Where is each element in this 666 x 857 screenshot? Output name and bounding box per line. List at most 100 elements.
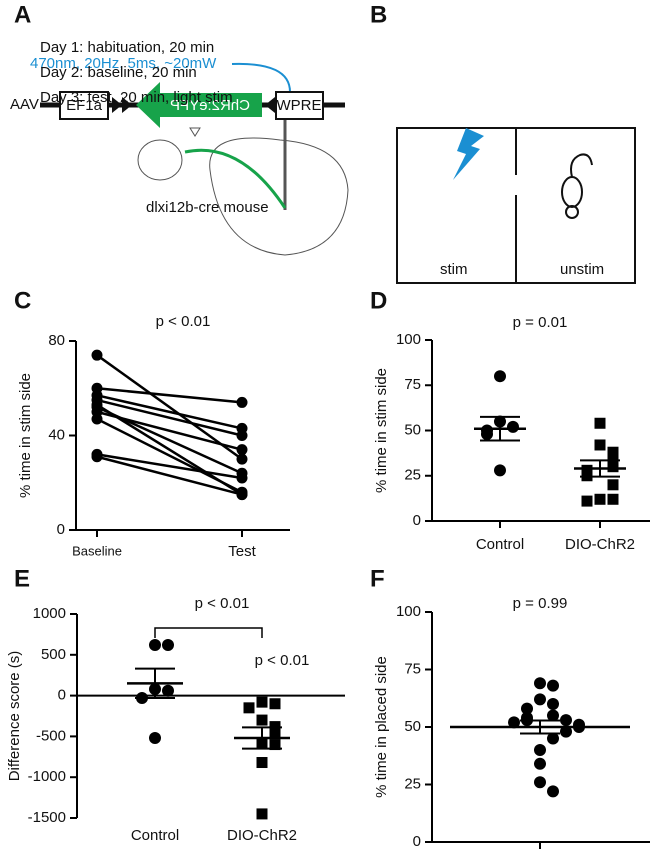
mouse — [565, 205, 579, 219]
data-point — [594, 417, 606, 429]
data-point — [256, 808, 268, 820]
data-point — [534, 776, 546, 789]
data-point — [162, 639, 174, 652]
data-point — [547, 698, 559, 710]
annotation: p = 0.01 — [513, 314, 568, 331]
x-tick-label: Baseline — [72, 543, 122, 558]
data-point — [236, 472, 248, 484]
x-tick-label: DIO-ChR2 — [227, 827, 297, 844]
pair-line — [96, 410, 243, 451]
data-point — [547, 732, 559, 745]
construct-diagram: 470nm, 20Hz, 5ms, ~20mW AAV EF1a ChR2:eY… — [10, 55, 349, 256]
vector-label: AAV — [10, 96, 39, 113]
pair-line — [96, 403, 243, 496]
annotation: p = 0.99 — [513, 595, 568, 612]
y-tick-label: 75 — [404, 376, 421, 393]
data-point — [521, 702, 533, 715]
promoter-box — [59, 91, 109, 120]
data-point — [581, 495, 593, 507]
error-bar — [520, 719, 560, 735]
data-point — [547, 785, 559, 798]
panel-label: F — [370, 565, 385, 592]
y-tick-label: 100 — [396, 331, 421, 348]
data-point — [269, 739, 281, 751]
y-axis-label: % time in stim side — [373, 368, 390, 493]
data-point — [162, 684, 174, 697]
data-point — [534, 757, 546, 770]
mouse-label: dlxi12b-cre mouse — [146, 199, 269, 216]
data-point — [149, 732, 161, 745]
data-point — [507, 420, 519, 433]
error-bar — [242, 726, 282, 750]
wpre-label: WPRE — [277, 97, 322, 114]
pair-line — [96, 354, 243, 461]
data-point — [256, 696, 268, 708]
data-point — [607, 446, 619, 458]
wpre-box — [275, 91, 324, 120]
y-tick-label: 80 — [48, 332, 65, 349]
y-tick-label: 40 — [48, 426, 65, 443]
y-axis-label: % time in placed side — [373, 656, 390, 798]
data-point — [236, 430, 248, 441]
panel-label: D — [370, 287, 387, 314]
fiber — [231, 62, 291, 93]
y-tick-label: 75 — [404, 660, 421, 677]
y-tick-label: 25 — [404, 775, 421, 792]
injection — [189, 127, 201, 137]
loxp — [265, 97, 275, 113]
annotation: p < 0.01 — [156, 313, 211, 330]
data-point — [607, 493, 619, 505]
pair-line — [96, 398, 243, 437]
panel-label: A — [14, 1, 31, 28]
data-point — [256, 714, 268, 726]
data-point — [243, 702, 255, 714]
loxp — [122, 97, 132, 113]
y-tick-label: 0 — [413, 512, 421, 529]
data-point — [607, 461, 619, 473]
x-tick-label: Test — [228, 543, 256, 560]
data-point — [91, 413, 103, 425]
y-tick-label: 0 — [58, 687, 66, 704]
gene-label: ChR2:eYFP — [170, 97, 250, 114]
data-point — [594, 493, 606, 505]
data-point — [91, 399, 103, 411]
y-tick-label: 0 — [57, 521, 65, 538]
data-point — [91, 349, 103, 361]
data-point — [534, 677, 546, 690]
data-point — [149, 639, 161, 652]
pair-line — [96, 453, 243, 480]
data-point — [91, 451, 103, 463]
y-tick-label: 0 — [413, 833, 421, 850]
error-bar — [135, 667, 175, 700]
y-tick-label: 1000 — [33, 605, 66, 622]
y-tick-label: -500 — [36, 727, 66, 744]
significance-bracket — [154, 627, 263, 638]
data-point — [236, 453, 248, 465]
data-point — [508, 716, 520, 729]
loxp — [112, 97, 122, 113]
promoter-label: EF1a — [66, 97, 103, 114]
panel-label: E — [14, 565, 30, 592]
gene-arrow — [136, 82, 262, 128]
day-text: Day 3: test, 20 min, light stim — [40, 89, 233, 106]
data-point — [269, 698, 281, 710]
annotation: p < 0.01 — [255, 652, 310, 669]
data-point — [236, 396, 248, 408]
data-point — [607, 479, 619, 491]
data-point — [494, 370, 506, 383]
y-tick-label: -1000 — [28, 768, 66, 785]
projection — [184, 148, 287, 209]
data-point — [547, 709, 559, 722]
data-point — [560, 725, 572, 738]
data-point — [236, 444, 248, 456]
data-point — [560, 714, 572, 727]
y-tick-label: 100 — [396, 603, 421, 620]
day-text: Day 1: habituation, 20 min — [40, 39, 214, 56]
day-text: Day 2: baseline, 20 min — [40, 64, 197, 81]
error-bar — [580, 459, 620, 478]
error-bar — [480, 415, 520, 442]
data-point — [594, 439, 606, 451]
panel-label: C — [14, 287, 31, 314]
data-point — [547, 679, 559, 692]
y-tick-label: 25 — [404, 467, 421, 484]
